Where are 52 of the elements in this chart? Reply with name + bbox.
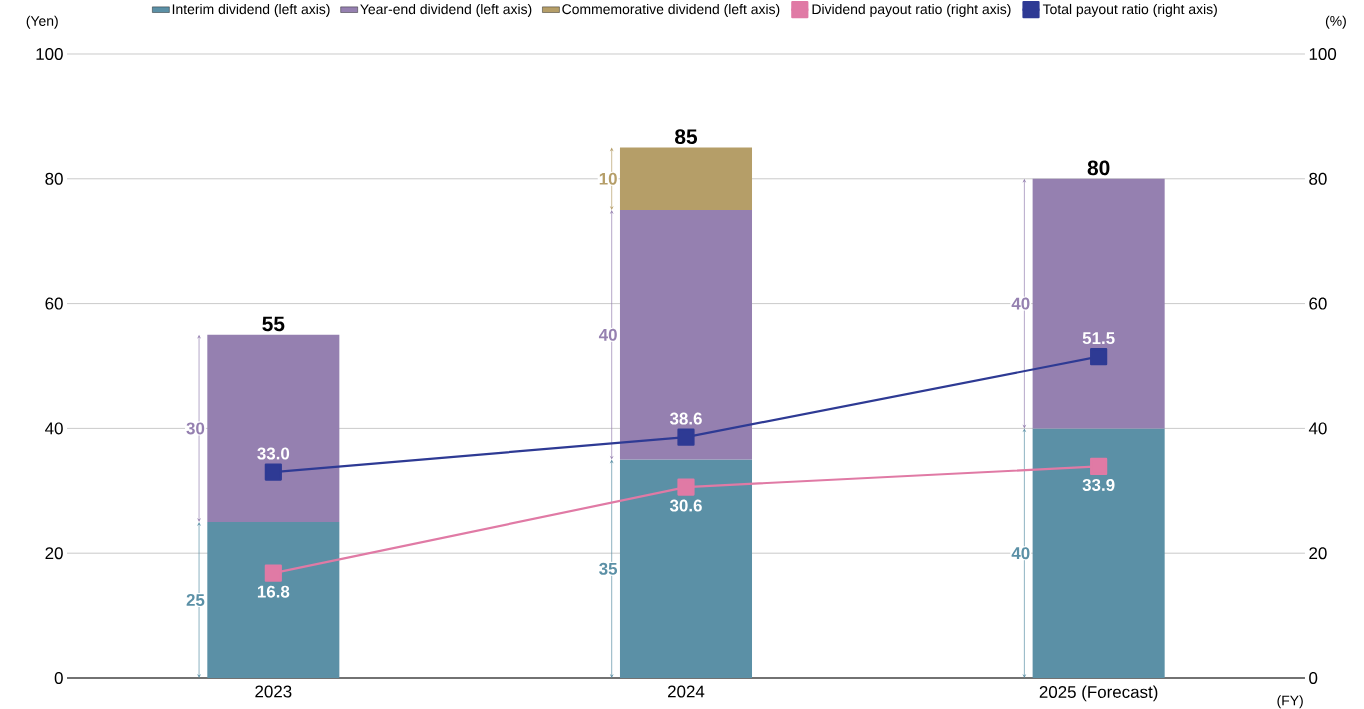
- data-label: 40: [598, 328, 617, 341]
- total-label: 85: [675, 129, 698, 145]
- y2-tick-label: 20: [1309, 547, 1327, 560]
- legend-label: Year-end dividend (left axis): [360, 3, 532, 17]
- y2-tick-label: 100: [1309, 47, 1337, 60]
- y2-tick-label: 60: [1309, 297, 1327, 310]
- bar: [207, 522, 340, 678]
- legend-label: Commemorative dividend (left axis): [562, 3, 780, 17]
- y2-tick-label: 80: [1309, 172, 1327, 185]
- y-tick-label: 60: [45, 297, 63, 310]
- x-tick-label: 2025 (Forecast): [1039, 685, 1158, 702]
- data-label: 30: [186, 422, 205, 435]
- data-label: 16.8: [257, 585, 290, 598]
- x-tick-label: 2024: [668, 685, 705, 698]
- y-tick-label: 20: [45, 547, 63, 560]
- legend-label: Interim dividend (left axis): [172, 3, 330, 17]
- bar: [1032, 178, 1165, 429]
- data-label: 35: [599, 562, 618, 575]
- bar: [619, 459, 753, 678]
- y-tick-label: 0: [54, 672, 63, 684]
- y-tick-label: 40: [45, 422, 63, 435]
- legend-label: Dividend payout ratio (right axis): [812, 3, 1011, 17]
- data-label: 25: [186, 594, 205, 606]
- bar: [619, 147, 753, 210]
- data-label: 40: [1011, 297, 1030, 310]
- point: [264, 463, 282, 481]
- y2-axis-title: (%): [1325, 15, 1346, 29]
- point: [677, 478, 695, 496]
- total-label: 80: [1087, 160, 1110, 176]
- data-label: 40: [1011, 547, 1030, 560]
- data-label: 38.6: [669, 412, 702, 425]
- point: [677, 428, 695, 446]
- data-label: 30.6: [669, 499, 702, 512]
- total-label: 55: [262, 316, 285, 332]
- data-label: 10: [599, 172, 617, 185]
- point: [1090, 348, 1108, 366]
- data-label: 33.9: [1082, 478, 1115, 491]
- bar: [619, 210, 753, 460]
- y2-tick-label: 0: [1309, 672, 1318, 684]
- data-label: 33.0: [257, 447, 290, 460]
- y-axis-title: (Yen): [26, 15, 58, 29]
- y2-tick-label: 40: [1308, 422, 1327, 435]
- legend-label: Total payout ratio (right axis): [1042, 3, 1217, 17]
- point: [1090, 457, 1108, 476]
- point: [264, 564, 282, 582]
- data-label: 51.5: [1082, 332, 1115, 345]
- x-tick-label: 2023: [255, 685, 292, 698]
- y-tick-label: 80: [45, 172, 63, 185]
- bar: [207, 334, 340, 522]
- y-tick-label: 100: [36, 47, 63, 60]
- x-axis-title: (FY): [1277, 695, 1303, 709]
- bar: [1032, 428, 1165, 678]
